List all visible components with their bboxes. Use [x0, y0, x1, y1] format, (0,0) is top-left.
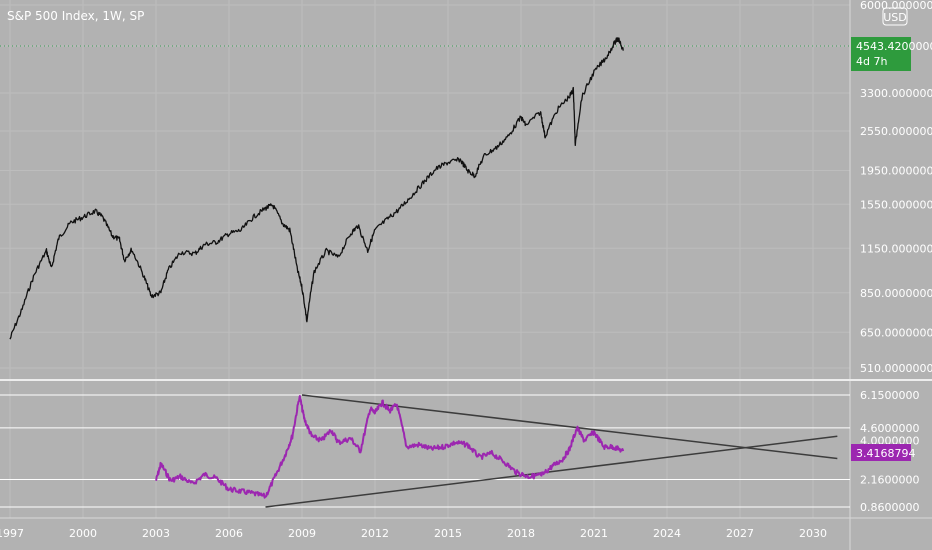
time-tick-label: 2021	[580, 527, 608, 540]
last-ratio-badge: 3.4168794	[851, 444, 916, 461]
time-tick-label: 2003	[142, 527, 170, 540]
ratio-tick-label: 6.1500000	[860, 389, 920, 402]
time-tick-label: 2015	[434, 527, 462, 540]
price-tick-label: 510.0000000	[860, 362, 932, 375]
ratio-series-line	[155, 395, 625, 499]
gridlines	[0, 0, 850, 518]
chart-title: S&P 500 Index, 1W, SP	[7, 9, 144, 23]
price-tick-label: 2550.0000000	[860, 125, 932, 138]
ratio-tick-label: 2.1600000	[860, 473, 920, 486]
time-axis-ticks[interactable]: 1997 2000 2003 2006 2009 2012 2015 2018 2021 2024…	[0, 527, 827, 540]
time-tick-label: 1997	[0, 527, 24, 540]
time-tick-label: 2027	[726, 527, 754, 540]
ratio-tick-label: 0.8600000	[860, 501, 920, 514]
time-tick-label: 2006	[215, 527, 243, 540]
time-tick-label: 2018	[507, 527, 535, 540]
reference-lines	[0, 394, 850, 508]
price-tick-label: 850.0000000	[860, 287, 932, 300]
trendlines[interactable]	[265, 394, 838, 508]
time-tick-label: 2000	[69, 527, 97, 540]
price-tick-label: 6000.0000000	[860, 0, 932, 12]
price-tick-label: 3300.0000000	[860, 87, 932, 100]
price-series-line	[9, 37, 624, 340]
currency-badge[interactable]: USD	[882, 7, 908, 26]
time-tick-label: 2024	[653, 527, 681, 540]
time-tick-label: 2012	[361, 527, 389, 540]
bar-countdown: 4d 7h	[856, 55, 887, 68]
last-ratio-value: 3.4168794	[856, 447, 916, 460]
price-tick-label: 650.0000000	[860, 326, 932, 339]
ratio-scale-ticks[interactable]: 6.15000004.60000004.00000002.16000000.86…	[860, 389, 920, 514]
trendline[interactable]	[265, 435, 838, 508]
price-scale-ticks[interactable]: 6000.0000000 3300.0000000 2550.0000000 1950…	[860, 0, 932, 375]
time-tick-label: 2030	[799, 527, 827, 540]
price-tick-label: 1550.0000000	[860, 198, 932, 211]
price-tick-label: 1950.0000000	[860, 165, 932, 178]
ratio-tick-label: 4.6000000	[860, 422, 920, 435]
last-price-badge: 4543.4200000 4d 7h	[851, 37, 932, 71]
price-tick-label: 1150.0000000	[860, 242, 932, 255]
last-price-value: 4543.4200000	[856, 40, 932, 53]
time-tick-label: 2009	[288, 527, 316, 540]
currency-label: USD	[883, 11, 907, 24]
